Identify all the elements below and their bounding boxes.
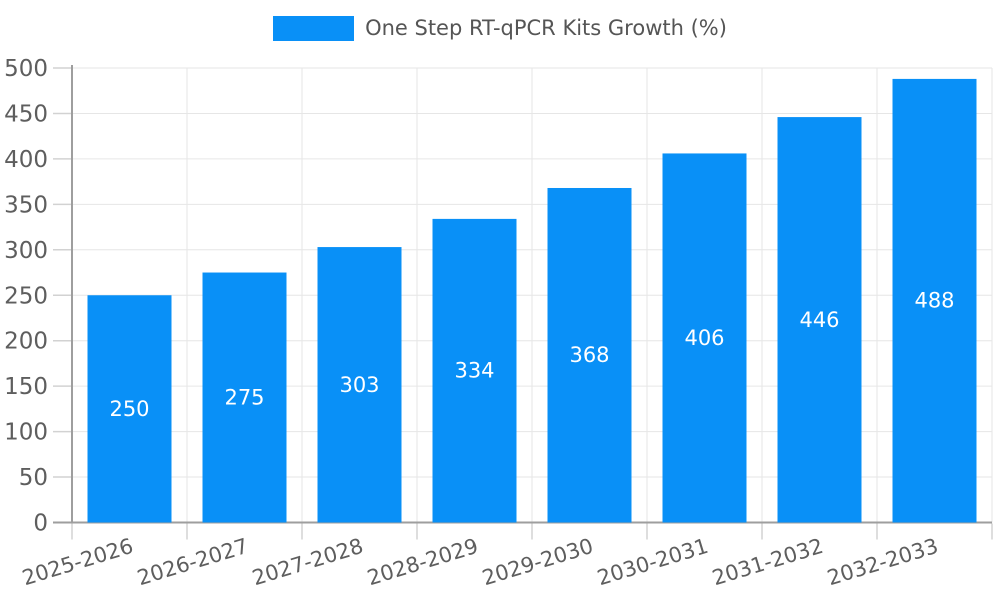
bar[interactable] [317,247,402,523]
bar[interactable] [547,187,632,523]
x-axis-tick-label: 2029-2030 [479,534,595,590]
y-axis-tick-label: 250 [4,283,48,309]
bar-value-label: 303 [339,373,379,397]
bar-value-label: 368 [569,343,609,367]
legend-label: One Step RT-qPCR Kits Growth (%) [365,16,727,40]
bar[interactable] [892,78,977,523]
x-axis-tick-label: 2030-2031 [594,534,710,590]
bar-value-label: 250 [109,397,149,421]
y-axis-tick-label: 500 [4,56,48,82]
bar-value-label: 488 [914,289,954,313]
bar-value-label: 334 [454,359,494,383]
bar[interactable] [202,272,287,523]
x-axis-tick-label: 2026-2027 [134,534,250,590]
x-axis-tick-label: 2025-2026 [19,534,135,590]
x-axis-tick-label: 2028-2029 [364,534,480,590]
y-axis-tick-label: 450 [4,101,48,127]
x-axis-tick-label: 2027-2028 [249,534,365,590]
y-axis-tick-label: 350 [4,192,48,218]
bar[interactable] [662,153,747,523]
x-axis-tick-label: 2031-2032 [709,534,825,590]
y-axis-tick-label: 300 [4,238,48,264]
bar[interactable] [87,295,172,523]
bar-value-label: 275 [224,386,264,410]
y-axis-tick-label: 150 [4,374,48,400]
bar-value-label: 446 [799,308,839,332]
y-axis-tick-label: 0 [33,511,48,537]
y-axis-tick-label: 50 [19,465,48,491]
chart-legend[interactable]: One Step RT-qPCR Kits Growth (%) [0,16,1000,41]
bar[interactable] [432,218,517,523]
y-axis-tick-label: 200 [4,329,48,355]
bar-value-label: 406 [684,326,724,350]
bar[interactable] [777,117,862,523]
y-axis-tick-label: 400 [4,147,48,173]
legend-swatch [273,16,355,41]
y-axis-tick-label: 100 [4,420,48,446]
x-axis-tick-label: 2032-2033 [824,534,940,590]
